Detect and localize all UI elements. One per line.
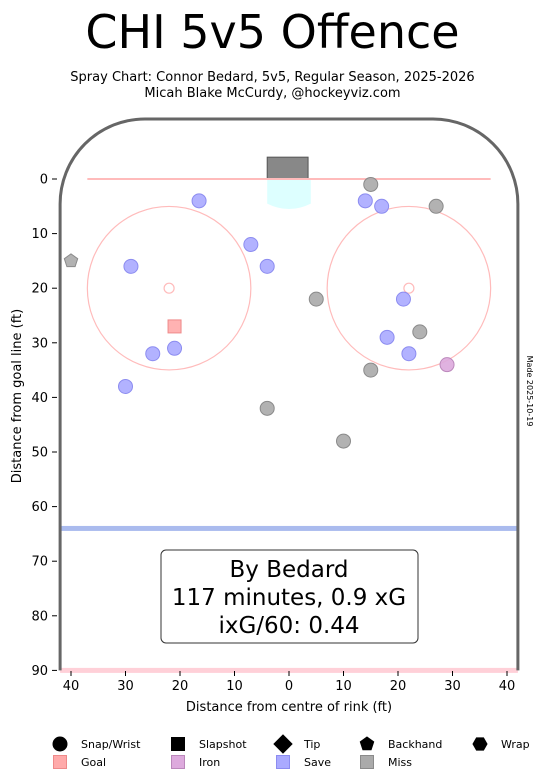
x-axis: 40 30 20 10 0 10 20 30 40 bbox=[63, 671, 516, 694]
legend-label: Wrap bbox=[501, 738, 530, 751]
faceoff-dot-right bbox=[403, 282, 415, 294]
summary-minutes-xg: 117 minutes, 0.9 xG bbox=[172, 585, 406, 611]
legend-swatch-miss bbox=[360, 755, 374, 769]
shot-point-save bbox=[259, 258, 275, 274]
shot-points bbox=[63, 176, 455, 449]
shot-point-save bbox=[357, 193, 373, 209]
legend-label: Miss bbox=[388, 756, 412, 769]
legend-symbol-pentagon bbox=[359, 736, 375, 751]
shot-point-miss bbox=[363, 362, 379, 378]
legend-symbol-square bbox=[171, 737, 185, 751]
x-tick-label: 0 bbox=[285, 679, 293, 694]
shot-point-goal bbox=[167, 319, 182, 334]
x-axis-label: Distance from centre of rink (ft) bbox=[186, 700, 392, 715]
x-tick-label: 20 bbox=[172, 679, 189, 694]
legend-label: Slapshot bbox=[199, 738, 247, 751]
shot-point-save bbox=[123, 258, 139, 274]
legend-label: Tip bbox=[303, 738, 320, 751]
legend-label: Backhand bbox=[388, 738, 442, 751]
legend-label: Goal bbox=[81, 756, 106, 769]
net bbox=[267, 157, 309, 179]
x-tick-label: 30 bbox=[444, 679, 461, 694]
shot-point-save bbox=[243, 237, 259, 253]
x-tick-label: 30 bbox=[117, 679, 134, 694]
shot-point-save bbox=[191, 193, 207, 209]
legend-symbol-circle bbox=[52, 736, 68, 752]
legend-label: Save bbox=[304, 756, 331, 769]
y-axis-label: Distance from goal line (ft) bbox=[10, 309, 25, 483]
legend-label: Iron bbox=[199, 756, 220, 769]
shot-point-save bbox=[401, 346, 417, 362]
legend: Snap/Wrist Slapshot Tip Backhand Wrap Goal Iro… bbox=[52, 734, 530, 769]
legend-symbol-diamond bbox=[273, 734, 293, 754]
shot-point-miss bbox=[336, 433, 351, 449]
y-tick-label: 80 bbox=[31, 609, 48, 624]
x-tick-label: 20 bbox=[390, 679, 407, 694]
faceoff-dot-left bbox=[163, 282, 175, 294]
summary-ixg60: ixG/60: 0.44 bbox=[218, 613, 359, 639]
shot-point-iron bbox=[439, 357, 455, 373]
y-tick-label: 50 bbox=[31, 446, 48, 461]
shot-point-miss bbox=[259, 400, 275, 416]
y-tick-label: 0 bbox=[40, 173, 48, 188]
faceoff-circle-right bbox=[326, 205, 492, 371]
shot-point-save bbox=[118, 378, 133, 394]
y-tick-label: 40 bbox=[31, 391, 48, 406]
centre-line bbox=[60, 667, 518, 673]
faceoff-circle-left bbox=[86, 205, 252, 371]
summary-player: By Bedard bbox=[230, 557, 349, 583]
shot-point-miss bbox=[428, 198, 444, 214]
y-tick-label: 20 bbox=[31, 282, 48, 297]
y-tick-label: 70 bbox=[31, 555, 48, 570]
shot-point-save bbox=[167, 340, 183, 356]
shot-point-miss bbox=[363, 176, 379, 192]
shot-point-save bbox=[374, 198, 390, 214]
rink-outline bbox=[58, 117, 520, 673]
chart-title: CHI 5v5 Offence bbox=[85, 5, 460, 59]
y-tick-label: 90 bbox=[31, 664, 48, 679]
shot-point-miss bbox=[63, 253, 79, 268]
y-axis: 0 10 20 30 40 50 60 70 80 90 bbox=[31, 173, 57, 679]
y-tick-label: 10 bbox=[31, 227, 48, 242]
shot-point-miss bbox=[308, 291, 324, 307]
shot-point-save bbox=[379, 329, 395, 345]
x-tick-label: 40 bbox=[499, 679, 516, 694]
y-tick-label: 30 bbox=[31, 336, 48, 351]
legend-symbol-hexagon bbox=[472, 737, 488, 751]
legend-swatch-iron bbox=[171, 755, 185, 769]
chart-credit: Micah Blake McCurdy, @hockeyviz.com bbox=[144, 86, 401, 101]
shot-point-save bbox=[395, 291, 411, 307]
chart-subtitle: Spray Chart: Connor Bedard, 5v5, Regular… bbox=[70, 70, 475, 85]
shot-point-miss bbox=[412, 324, 428, 340]
legend-label: Snap/Wrist bbox=[81, 738, 141, 751]
made-date-note: Made 2025-10-19 bbox=[525, 356, 534, 427]
goal-crease bbox=[267, 179, 311, 210]
x-tick-label: 40 bbox=[63, 679, 80, 694]
x-tick-label: 10 bbox=[335, 679, 352, 694]
boards bbox=[58, 117, 520, 671]
legend-swatch-goal bbox=[53, 755, 67, 769]
summary-box: By Bedard 117 minutes, 0.9 xG ixG/60: 0.… bbox=[160, 549, 419, 644]
y-tick-label: 60 bbox=[31, 500, 48, 515]
legend-swatch-save bbox=[276, 755, 290, 769]
blue-line bbox=[60, 525, 518, 531]
x-tick-label: 10 bbox=[226, 679, 243, 694]
shot-point-save bbox=[145, 346, 161, 362]
